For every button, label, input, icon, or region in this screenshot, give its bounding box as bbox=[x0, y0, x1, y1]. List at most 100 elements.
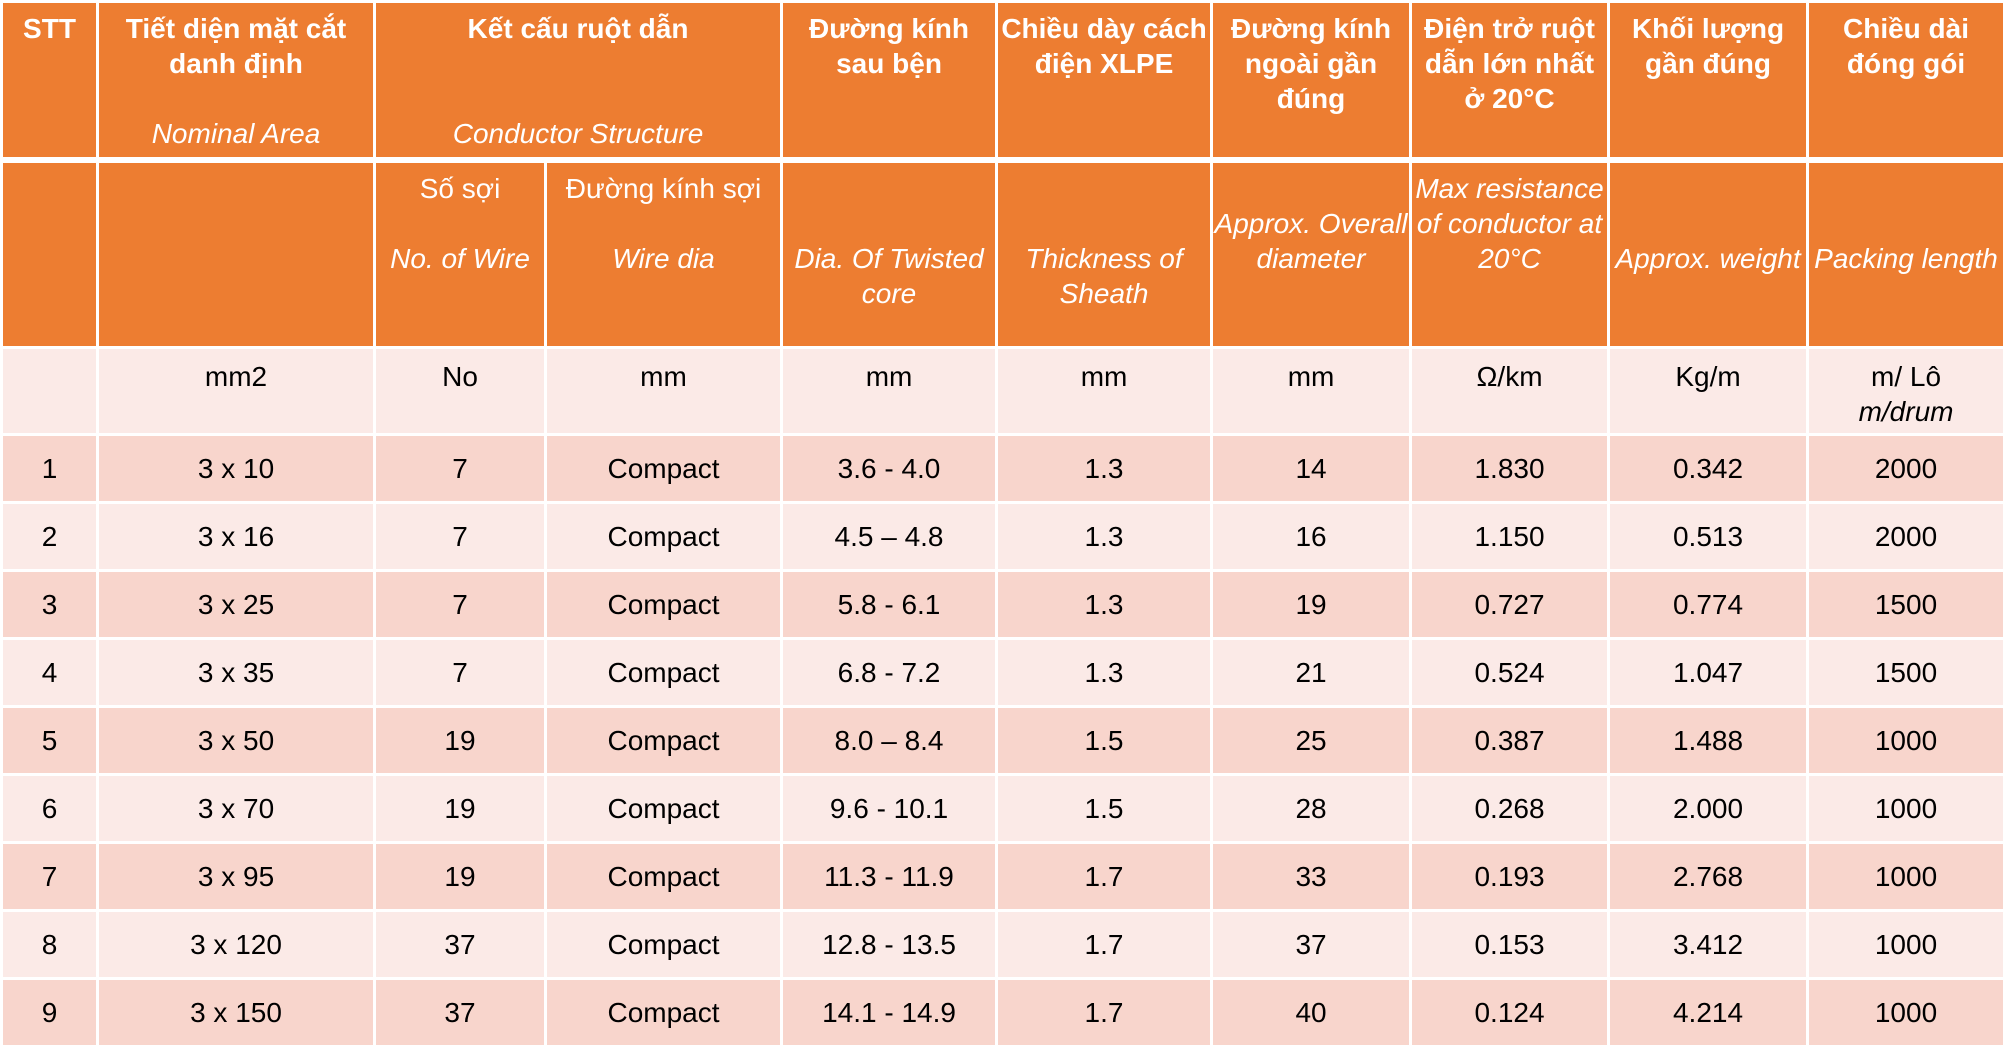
subheader-twisted-en: Dia. Of Twisted core bbox=[783, 241, 995, 311]
header-area-vi: Tiết diện mặt cắt danh định bbox=[99, 11, 373, 81]
cell-resistance: 0.193 bbox=[1411, 843, 1609, 911]
cell-resistance: 0.124 bbox=[1411, 979, 1609, 1047]
header-sheath: Chiều dày cách điện XLPE bbox=[997, 2, 1212, 160]
cell-wiredia: Compact bbox=[546, 843, 782, 911]
header-resistance-vi: Điện trở ruột dẫn lớn nhất ở 20°C bbox=[1412, 11, 1607, 116]
cell-sheath: 1.3 bbox=[997, 503, 1212, 571]
cell-stt: 8 bbox=[2, 911, 98, 979]
header-stt: STT bbox=[2, 2, 98, 160]
cell-packing: 2000 bbox=[1808, 435, 2003, 503]
cell-wires: 7 bbox=[375, 435, 546, 503]
cell-overall: 14 bbox=[1212, 435, 1411, 503]
cell-wiredia: Compact bbox=[546, 775, 782, 843]
header-weight: Khối lượng gần đúng bbox=[1609, 2, 1808, 160]
cell-sheath: 1.5 bbox=[997, 707, 1212, 775]
cell-area: 3 x 35 bbox=[98, 639, 375, 707]
cell-area: 3 x 150 bbox=[98, 979, 375, 1047]
cell-packing: 1500 bbox=[1808, 639, 2003, 707]
cell-sheath: 1.3 bbox=[997, 639, 1212, 707]
cell-stt: 5 bbox=[2, 707, 98, 775]
unit-weight: Kg/m bbox=[1609, 348, 1808, 435]
cell-stt: 2 bbox=[2, 503, 98, 571]
cell-overall: 33 bbox=[1212, 843, 1411, 911]
cell-twisted: 4.5 – 4.8 bbox=[782, 503, 997, 571]
cell-sheath: 1.7 bbox=[997, 979, 1212, 1047]
cell-resistance: 1.150 bbox=[1411, 503, 1609, 571]
unit-wires: No bbox=[375, 348, 546, 435]
cell-sheath: 1.7 bbox=[997, 843, 1212, 911]
cell-wiredia: Compact bbox=[546, 435, 782, 503]
subheader-wiredia-vi: Đường kính sợi bbox=[547, 171, 780, 206]
cell-stt: 7 bbox=[2, 843, 98, 911]
cell-area: 3 x 50 bbox=[98, 707, 375, 775]
cell-area: 3 x 10 bbox=[98, 435, 375, 503]
cell-sheath: 1.5 bbox=[997, 775, 1212, 843]
cell-overall: 16 bbox=[1212, 503, 1411, 571]
cell-twisted: 14.1 - 14.9 bbox=[782, 979, 997, 1047]
cell-stt: 9 bbox=[2, 979, 98, 1047]
cell-area: 3 x 120 bbox=[98, 911, 375, 979]
cell-overall: 19 bbox=[1212, 571, 1411, 639]
cell-resistance: 0.268 bbox=[1411, 775, 1609, 843]
cell-wires: 7 bbox=[375, 503, 546, 571]
cell-wires: 37 bbox=[375, 979, 546, 1047]
subheader-overall-en: Approx. Overall diameter bbox=[1213, 206, 1409, 276]
cell-area: 3 x 16 bbox=[98, 503, 375, 571]
cell-wiredia: Compact bbox=[546, 911, 782, 979]
header-row: STT Tiết diện mặt cắt danh định Nominal … bbox=[2, 2, 2003, 160]
subheader-weight: Approx. weight bbox=[1609, 160, 1808, 348]
cell-overall: 40 bbox=[1212, 979, 1411, 1047]
cell-sheath: 1.3 bbox=[997, 571, 1212, 639]
unit-packing-line2-text: m/drum bbox=[1859, 396, 1954, 427]
unit-overall: mm bbox=[1212, 348, 1411, 435]
cell-stt: 1 bbox=[2, 435, 98, 503]
subheader-row: Số sợi No. of Wire Đường kính sợi Wire d… bbox=[2, 160, 2003, 348]
cell-area: 3 x 25 bbox=[98, 571, 375, 639]
subheader-wires: Số sợi No. of Wire bbox=[375, 160, 546, 348]
cell-wiredia: Compact bbox=[546, 707, 782, 775]
header-sheath-vi: Chiều dày cách điện XLPE bbox=[998, 11, 1210, 81]
cell-sheath: 1.3 bbox=[997, 435, 1212, 503]
subheader-resistance-en: Max resistance of conductor at 20°C bbox=[1412, 171, 1607, 276]
cell-overall: 21 bbox=[1212, 639, 1411, 707]
unit-packing-line1: m/ Lô bbox=[1809, 359, 2003, 394]
cell-weight: 2.768 bbox=[1609, 843, 1808, 911]
subheader-wires-en: No. of Wire bbox=[376, 241, 544, 276]
cell-weight: 1.488 bbox=[1609, 707, 1808, 775]
cell-packing: 1000 bbox=[1808, 911, 2003, 979]
cell-overall: 37 bbox=[1212, 911, 1411, 979]
unit-packing: m/ Lô m/drum bbox=[1808, 348, 2003, 435]
cell-wires: 7 bbox=[375, 639, 546, 707]
subheader-overall: Approx. Overall diameter bbox=[1212, 160, 1411, 348]
header-structure-vi: Kết cấu ruột dẫn bbox=[376, 11, 780, 46]
unit-area: mm2 bbox=[98, 348, 375, 435]
unit-twisted: mm bbox=[782, 348, 997, 435]
header-structure-en: Conductor Structure bbox=[376, 81, 780, 151]
unit-stt bbox=[2, 348, 98, 435]
cell-weight: 1.047 bbox=[1609, 639, 1808, 707]
header-stt-text: STT bbox=[23, 13, 76, 44]
cell-packing: 1500 bbox=[1808, 571, 2003, 639]
subheader-sheath-en: Thickness of Sheath bbox=[998, 241, 1210, 311]
header-twisted-vi: Đường kính sau bện bbox=[783, 11, 995, 81]
cell-twisted: 3.6 - 4.0 bbox=[782, 435, 997, 503]
cell-wiredia: Compact bbox=[546, 503, 782, 571]
unit-packing-line2: m/drum bbox=[1809, 394, 2003, 429]
cell-overall: 25 bbox=[1212, 707, 1411, 775]
cell-resistance: 0.524 bbox=[1411, 639, 1609, 707]
header-weight-vi: Khối lượng gần đúng bbox=[1610, 11, 1806, 81]
header-overall: Đường kính ngoài gần đúng bbox=[1212, 2, 1411, 160]
unit-wiredia: mm bbox=[546, 348, 782, 435]
cell-packing: 1000 bbox=[1808, 707, 2003, 775]
subheader-sheath: Thickness of Sheath bbox=[997, 160, 1212, 348]
cell-wiredia: Compact bbox=[546, 979, 782, 1047]
cell-wires: 19 bbox=[375, 775, 546, 843]
cell-weight: 0.342 bbox=[1609, 435, 1808, 503]
cell-twisted: 12.8 - 13.5 bbox=[782, 911, 997, 979]
unit-sheath: mm bbox=[997, 348, 1212, 435]
subheader-weight-en: Approx. weight bbox=[1610, 241, 1806, 276]
